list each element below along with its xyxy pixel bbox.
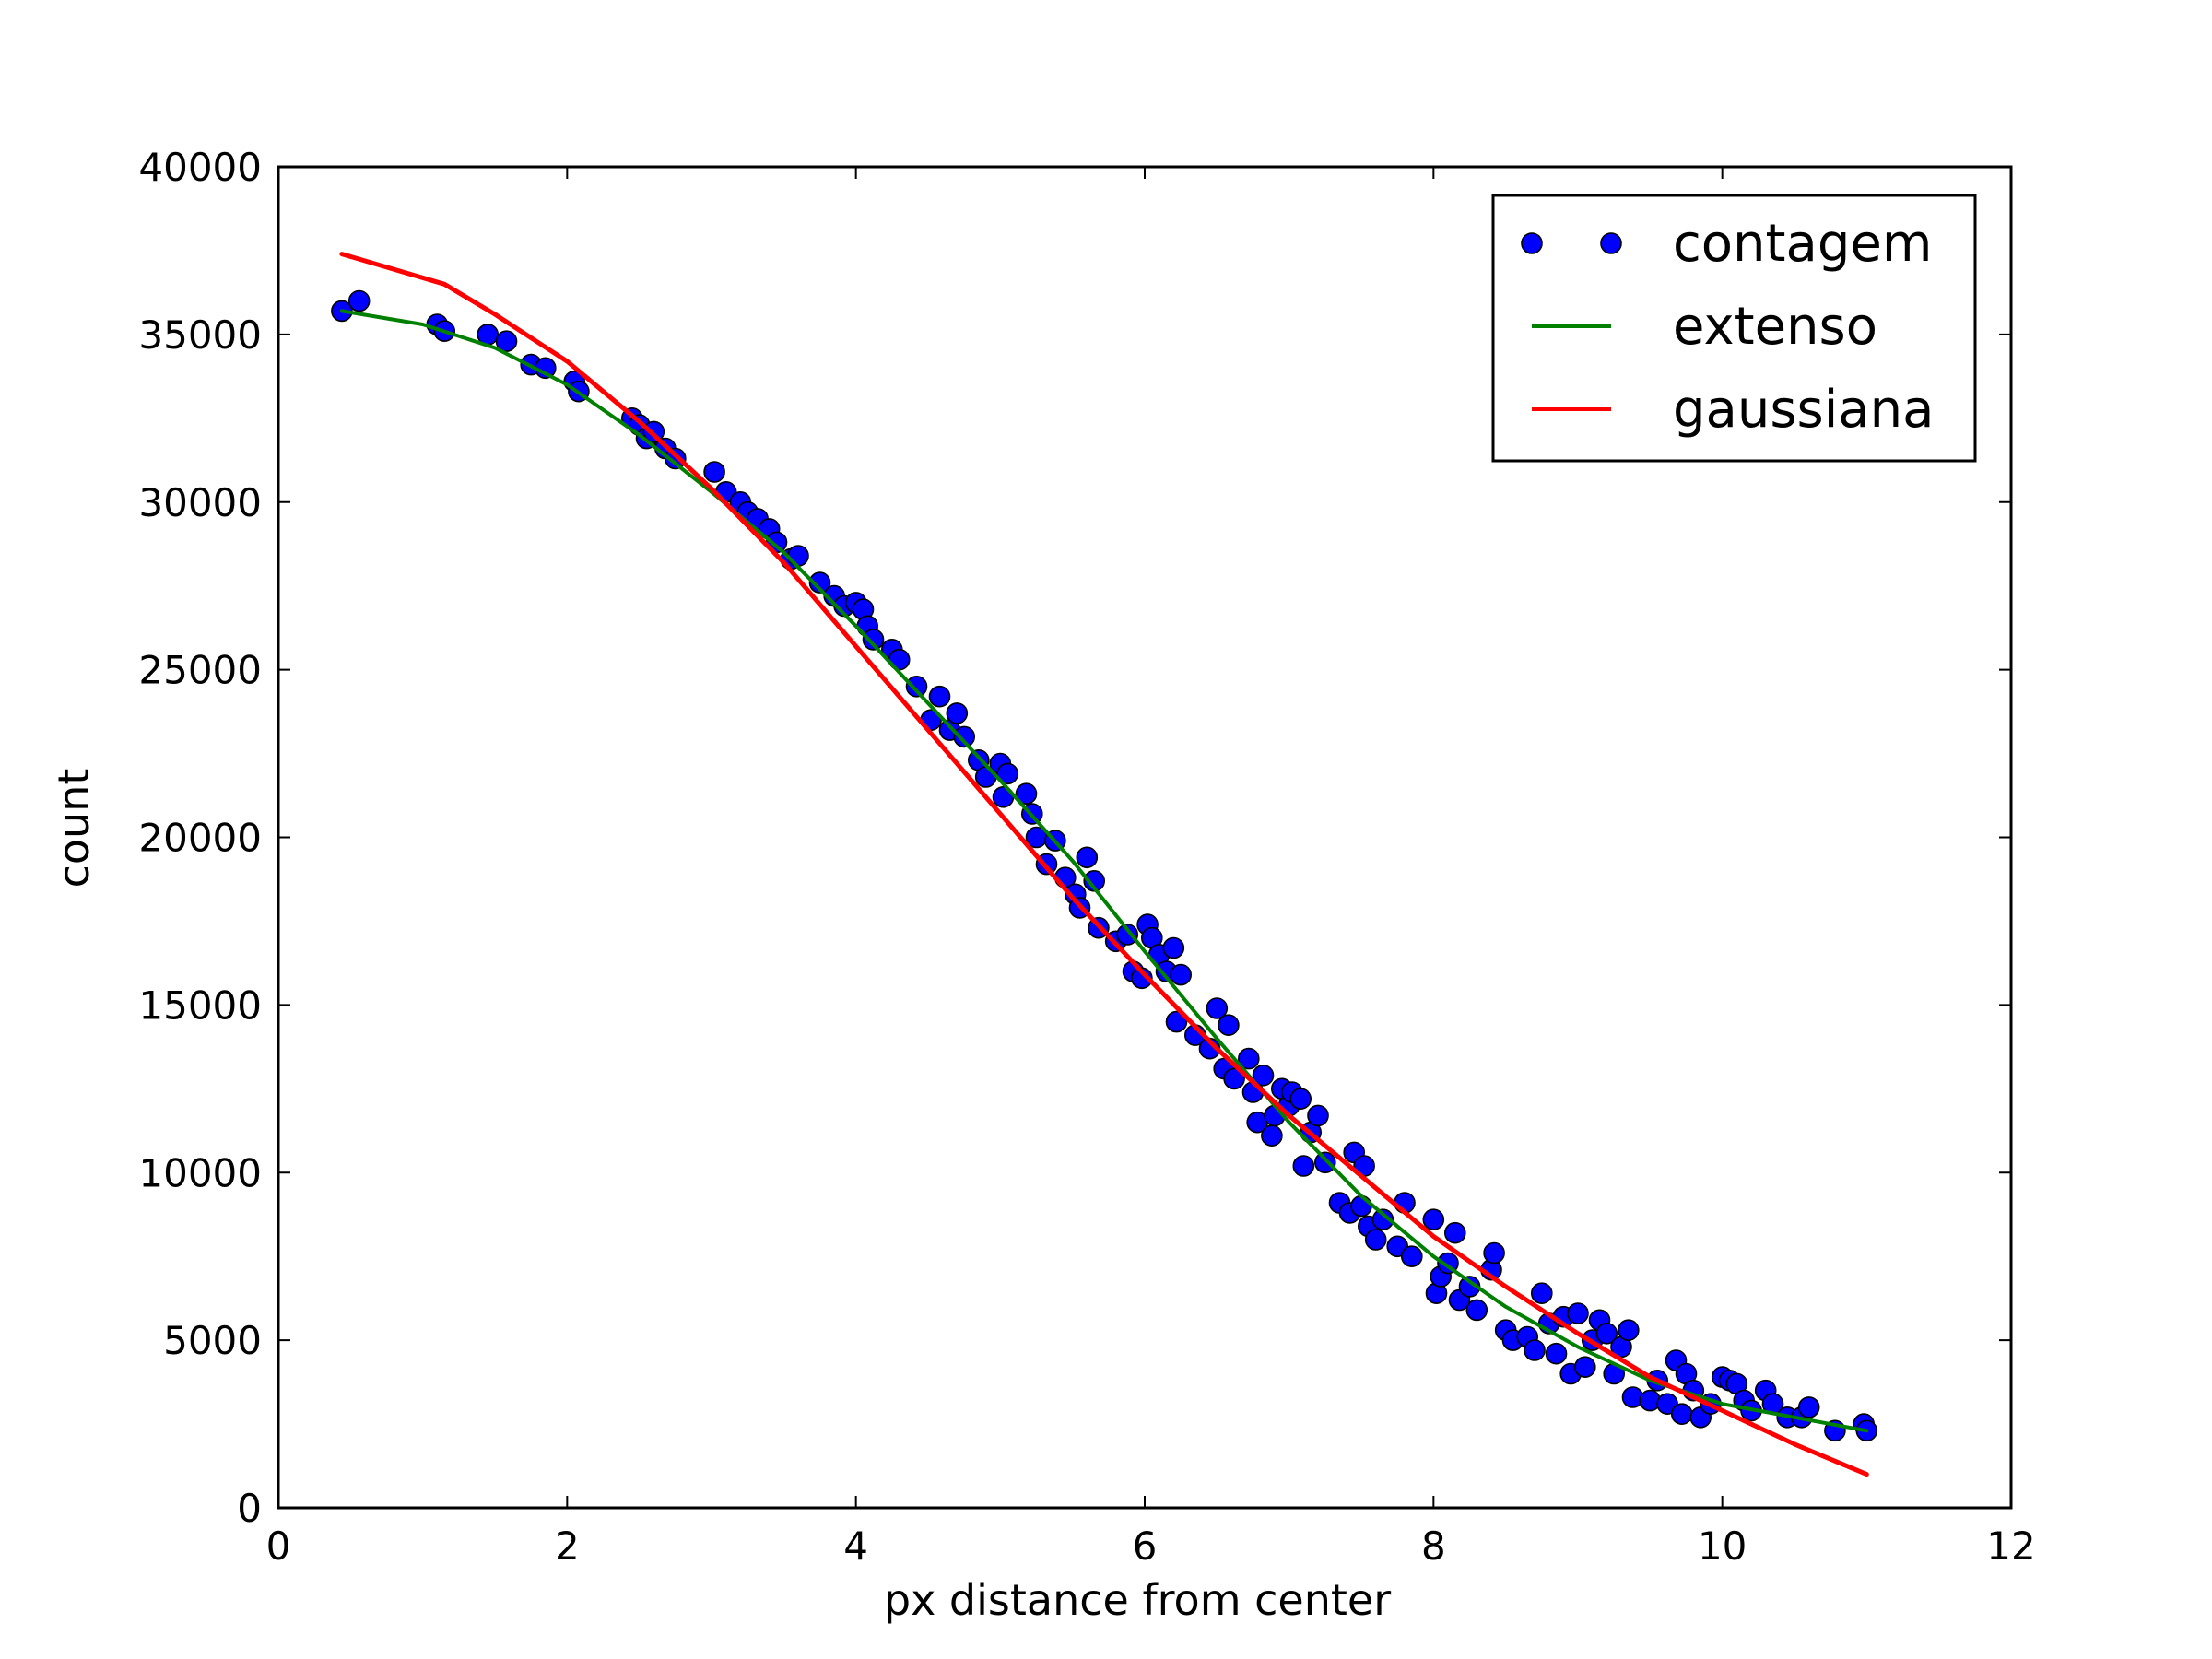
data-point	[1307, 1104, 1329, 1127]
legend-label: gaussiana	[1673, 380, 1934, 440]
legend-marker	[1600, 232, 1622, 254]
data-point	[1252, 1065, 1275, 1087]
data-point	[347, 289, 371, 312]
x-axis-label: px distance from center	[884, 1575, 1391, 1625]
series-line-extenso	[339, 309, 1869, 1433]
data-point	[1595, 1323, 1618, 1345]
x-tick-label: 0	[266, 1524, 291, 1569]
y-tick-label: 10000	[138, 1150, 262, 1195]
data-point	[1261, 1124, 1283, 1147]
data-point	[1350, 1194, 1372, 1218]
data-point	[1364, 1229, 1387, 1251]
data-point	[953, 725, 975, 748]
data-point	[787, 545, 809, 567]
y-tick-label: 15000	[138, 982, 262, 1028]
series-layer	[331, 252, 1878, 1477]
data-point	[1524, 1339, 1546, 1361]
data-point	[946, 702, 969, 724]
y-tick-label: 35000	[138, 312, 262, 358]
data-point	[1131, 967, 1153, 990]
legend: contagem extenso gaussiana	[1491, 194, 1977, 463]
data-point	[1444, 1221, 1466, 1244]
y-tick-label: 5000	[163, 1318, 262, 1363]
data-point	[905, 675, 928, 698]
x-tick-label: 6	[1133, 1524, 1158, 1569]
legend-label: contagem	[1673, 214, 1932, 274]
data-point	[1116, 924, 1138, 946]
y-tick-label: 40000	[138, 145, 262, 190]
data-point	[703, 461, 725, 483]
data-point	[1671, 1403, 1693, 1425]
data-point	[1238, 1047, 1260, 1070]
y-tick-label: 0	[237, 1486, 262, 1531]
series-extenso	[339, 309, 1869, 1433]
x-tick-label: 8	[1421, 1524, 1446, 1569]
data-point	[1531, 1282, 1553, 1304]
legend-entry-extenso: extenso	[1532, 297, 1877, 357]
data-point	[1165, 1010, 1188, 1033]
data-point	[862, 629, 885, 651]
data-point	[928, 685, 951, 708]
y-tick-label: 25000	[138, 648, 262, 693]
data-point	[808, 571, 831, 594]
data-point	[1401, 1245, 1423, 1267]
data-point	[1483, 1241, 1505, 1265]
data-point	[495, 330, 518, 353]
data-point	[1206, 997, 1229, 1019]
data-point	[1170, 963, 1192, 986]
data-point	[1083, 869, 1105, 892]
x-tick-label: 4	[843, 1524, 868, 1569]
y-tick-label: 20000	[138, 816, 262, 861]
legend-entry-gaussiana: gaussiana	[1532, 380, 1934, 440]
data-point	[1567, 1302, 1589, 1324]
legend-entry-contagem: contagem	[1521, 214, 1932, 274]
data-point	[1545, 1342, 1568, 1365]
legend-label: extenso	[1673, 297, 1877, 357]
data-point	[1465, 1299, 1488, 1322]
data-point	[1574, 1356, 1596, 1378]
series-gaussiana	[339, 252, 1869, 1477]
data-point	[1618, 1319, 1640, 1341]
y-tick-label: 30000	[138, 480, 262, 525]
series-line-gaussiana	[339, 252, 1869, 1477]
legend-marker	[1521, 232, 1543, 254]
x-tick-label: 10	[1698, 1524, 1747, 1569]
data-point	[1289, 1088, 1312, 1110]
data-point	[1797, 1396, 1820, 1418]
data-point	[1422, 1208, 1445, 1230]
data-point	[1162, 936, 1185, 959]
data-point	[1314, 1151, 1336, 1174]
data-point	[1218, 1014, 1240, 1036]
data-point	[1371, 1208, 1394, 1230]
data-point	[1292, 1155, 1315, 1177]
x-tick-label: 12	[1986, 1524, 2035, 1569]
x-tick-label: 2	[555, 1524, 580, 1569]
data-point	[996, 762, 1018, 785]
data-point	[1015, 782, 1038, 806]
data-point	[1223, 1067, 1245, 1090]
data-point	[1076, 846, 1099, 869]
axes-layer: 0 2 4 6 8 10 12 0 5000 10000 15000 20000 25000 30000 3…	[49, 145, 2036, 1625]
y-axis-label: count	[49, 769, 99, 888]
series-contagem	[331, 289, 1878, 1442]
